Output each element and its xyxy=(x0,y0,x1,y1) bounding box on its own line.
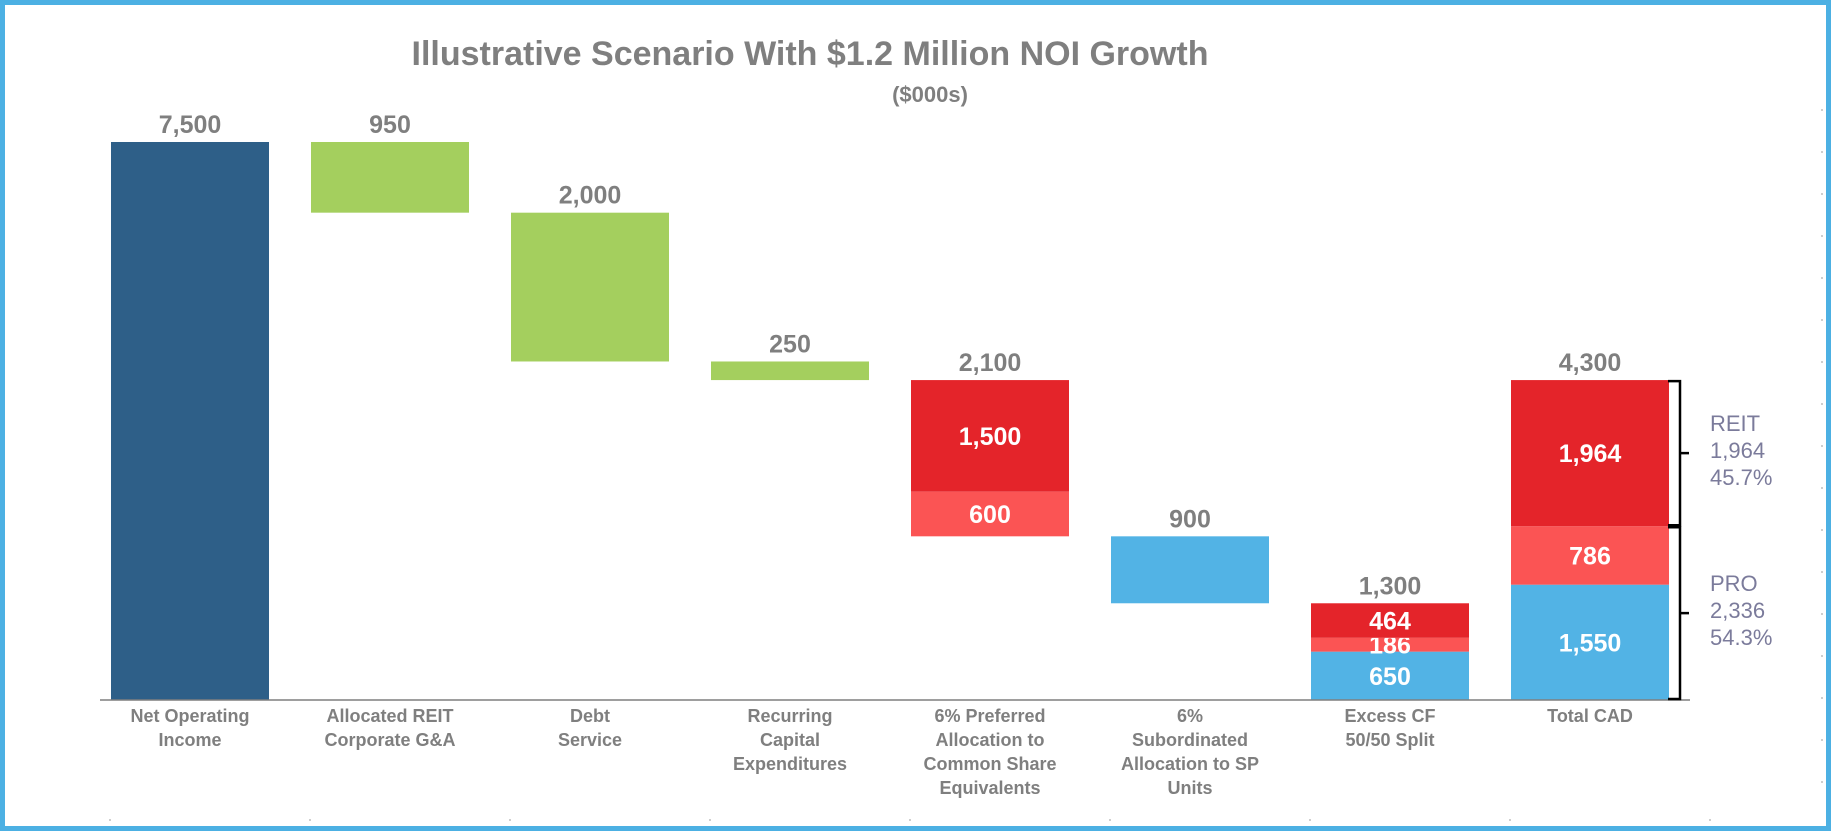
segment-value-label: 1,550 xyxy=(1559,629,1622,657)
grid-dot xyxy=(509,819,511,821)
bar-total-label: 2,100 xyxy=(959,349,1022,377)
bar-segment xyxy=(1311,637,1469,652)
category-label: Allocation to SP xyxy=(1121,754,1259,774)
bar-total-label: 250 xyxy=(769,330,811,358)
grid-dot xyxy=(1821,571,1823,573)
bar-total-label: 1,300 xyxy=(1359,572,1422,600)
segment-value-label: 650 xyxy=(1369,663,1411,691)
bar-segment xyxy=(1111,536,1269,604)
grid-dot xyxy=(1821,655,1823,657)
bar-segment xyxy=(311,142,469,213)
bar-segment xyxy=(1511,584,1669,700)
grid-dot xyxy=(1821,781,1823,783)
category-label: Corporate G&A xyxy=(324,730,455,750)
grid-dot xyxy=(1821,361,1823,363)
grid-dot xyxy=(1821,487,1823,489)
grid-dot xyxy=(1821,109,1823,111)
grid-dot xyxy=(1709,819,1711,821)
grid-dot xyxy=(1821,193,1823,195)
category-label: Common Share xyxy=(923,754,1056,774)
bar-segment xyxy=(1511,380,1669,527)
bar-segment xyxy=(1311,651,1469,700)
category-label: 6% xyxy=(1177,706,1203,726)
grid-dot xyxy=(1821,403,1823,405)
grid-dot xyxy=(1821,319,1823,321)
chart-title: Illustrative Scenario With $1.2 Million … xyxy=(412,35,1209,73)
bracket-name-label: PRO xyxy=(1710,571,1758,596)
bracket-percent-label: 54.3% xyxy=(1710,625,1772,650)
grid-dot xyxy=(1821,277,1823,279)
bar-total-label: 7,500 xyxy=(159,111,222,139)
bracket-percent-label: 45.7% xyxy=(1710,465,1772,490)
bracket-line xyxy=(1668,379,1689,527)
grid-dot xyxy=(1309,819,1311,821)
bar-segment xyxy=(911,491,1069,537)
grid-dot xyxy=(309,819,311,821)
grid-dot xyxy=(109,819,111,821)
category-label: Allocated REIT xyxy=(326,706,453,726)
category-label: Excess CF xyxy=(1344,706,1435,726)
bar-segment xyxy=(1311,603,1469,638)
gridline-dots xyxy=(109,109,1823,821)
grid-dot xyxy=(1821,235,1823,237)
grid-dot xyxy=(909,819,911,821)
bracket-name-label: REIT xyxy=(1710,411,1760,436)
segment-value-label: 464 xyxy=(1369,608,1411,636)
category-label: Allocation to xyxy=(936,730,1045,750)
bar-total-label: 950 xyxy=(369,111,411,139)
category-label: Service xyxy=(558,730,622,750)
category-label: Income xyxy=(158,730,221,750)
segment-value-label: 1,964 xyxy=(1559,440,1622,468)
category-label: Total CAD xyxy=(1547,706,1633,726)
grid-dot xyxy=(1509,819,1511,821)
category-label: 6% Preferred xyxy=(934,706,1045,726)
grid-dot xyxy=(1821,151,1823,153)
bar-segment xyxy=(1511,526,1669,585)
bracket-amount-label: 1,964 xyxy=(1710,438,1765,463)
grid-dot xyxy=(1109,819,1111,821)
bracket-line xyxy=(1668,525,1689,701)
segment-value-label: 600 xyxy=(969,501,1011,529)
grid-dot xyxy=(709,819,711,821)
category-label: 50/50 Split xyxy=(1345,730,1434,750)
category-label: Expenditures xyxy=(733,754,847,774)
segment-value-label: 1,500 xyxy=(959,423,1022,451)
category-label: Net Operating xyxy=(130,706,249,726)
category-label: Debt xyxy=(570,706,610,726)
category-label: Recurring xyxy=(747,706,832,726)
bar-segment xyxy=(711,361,869,381)
chart-subtitle: ($000s) xyxy=(892,82,968,107)
segment-value-label: 786 xyxy=(1569,542,1611,570)
grid-dot xyxy=(1821,613,1823,615)
category-label: Equivalents xyxy=(939,778,1040,798)
grid-dot xyxy=(1821,697,1823,699)
grid-dot xyxy=(1821,445,1823,447)
bar-total-label: 2,000 xyxy=(559,182,622,210)
bar-segment xyxy=(511,212,669,362)
bracket-amount-label: 2,336 xyxy=(1710,598,1765,623)
bar-total-label: 900 xyxy=(1169,505,1211,533)
bar-segment xyxy=(911,380,1069,492)
bars-layer: 7,500 Net Operating Income 950 Allocated REI… xyxy=(111,111,1669,798)
bar-segment xyxy=(111,142,269,700)
category-label: Capital xyxy=(760,730,820,750)
category-label: Units xyxy=(1168,778,1213,798)
grid-dot xyxy=(1821,739,1823,741)
bar-total-label: 4,300 xyxy=(1559,349,1622,377)
grid-dot xyxy=(1821,529,1823,531)
category-label: Subordinated xyxy=(1132,730,1248,750)
